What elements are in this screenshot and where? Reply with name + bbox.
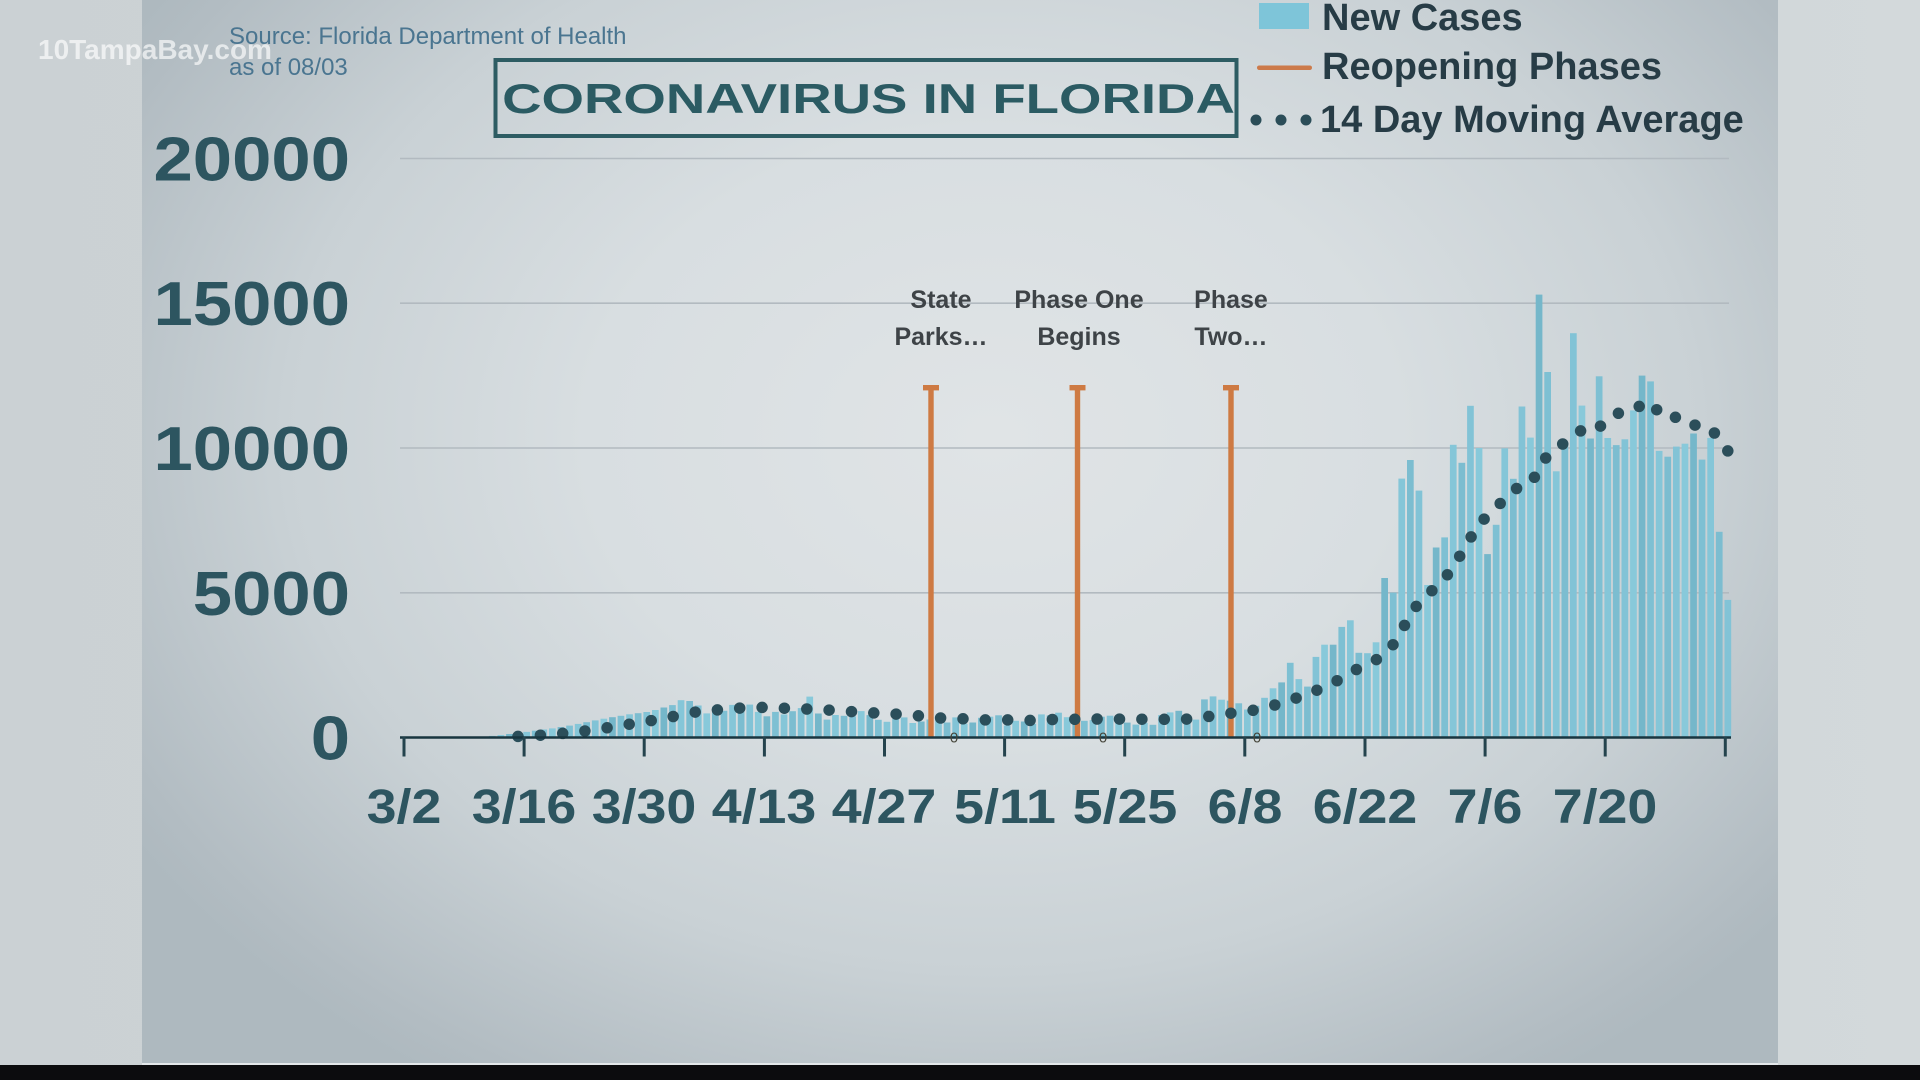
- svg-text:New Cases: New Cases: [1322, 0, 1523, 39]
- svg-text:4/13: 4/13: [712, 780, 817, 834]
- svg-text:Phase: Phase: [1194, 286, 1268, 314]
- svg-text:7/6: 7/6: [1448, 780, 1523, 834]
- svg-text:0: 0: [1099, 730, 1107, 747]
- svg-text:as of 08/03: as of 08/03: [229, 54, 348, 81]
- svg-text:Reopening Phases: Reopening Phases: [1322, 46, 1662, 88]
- svg-text:Parks…: Parks…: [894, 323, 987, 351]
- svg-text:3/30: 3/30: [592, 780, 697, 834]
- svg-text:3/2: 3/2: [367, 780, 442, 834]
- svg-text:20000: 20000: [153, 125, 350, 194]
- svg-text:State: State: [910, 286, 971, 314]
- svg-text:Two…: Two…: [1194, 323, 1267, 351]
- svg-text:0: 0: [311, 704, 350, 773]
- svg-text:10TampaBay.com: 10TampaBay.com: [38, 34, 272, 65]
- svg-text:Phase One: Phase One: [1014, 286, 1143, 314]
- svg-text:3/16: 3/16: [472, 780, 577, 834]
- svg-text:0: 0: [950, 730, 958, 747]
- svg-text:6/8: 6/8: [1208, 780, 1283, 834]
- svg-text:CORONAVIRUS IN FLORIDA: CORONAVIRUS IN FLORIDA: [502, 76, 1235, 123]
- svg-text:10000: 10000: [153, 415, 350, 484]
- svg-text:Source: Florida Department of: Source: Florida Department of Health: [229, 23, 627, 50]
- svg-text:0: 0: [1253, 730, 1261, 747]
- svg-text:Begins: Begins: [1037, 323, 1120, 351]
- svg-text:5000: 5000: [193, 560, 350, 629]
- svg-text:5/11: 5/11: [954, 780, 1056, 834]
- svg-text:5/25: 5/25: [1073, 780, 1178, 834]
- svg-text:6/22: 6/22: [1313, 780, 1418, 834]
- svg-text:14 Day Moving Average: 14 Day Moving Average: [1320, 99, 1744, 141]
- svg-text:4/27: 4/27: [832, 780, 937, 834]
- svg-text:7/20: 7/20: [1553, 780, 1658, 834]
- svg-text:15000: 15000: [153, 270, 350, 339]
